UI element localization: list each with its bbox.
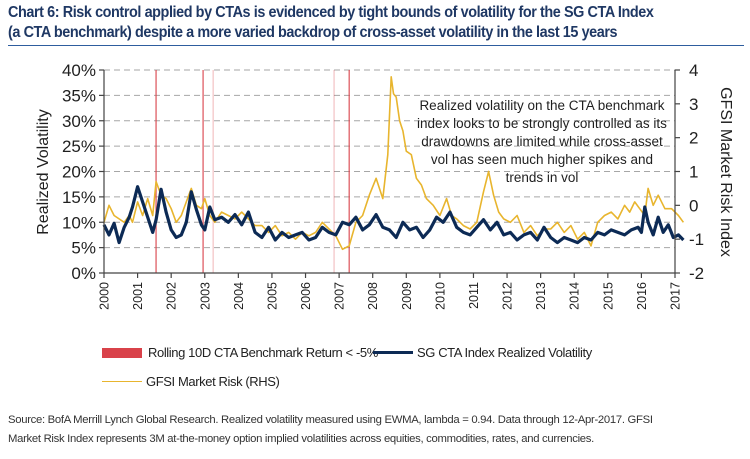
y2-tick-label: 0 xyxy=(689,196,698,215)
chart-title: Chart 6: Risk control applied by CTAs is… xyxy=(8,3,692,43)
y-tick-label: 5% xyxy=(71,239,96,258)
axes xyxy=(99,69,680,278)
legend-swatch-drawdown xyxy=(102,347,142,358)
chart-plot: 0% 5% 10% 15% 20% 25% 30% 35% 40% -2 -1 0 1 2 3 4 2000… xyxy=(35,61,734,310)
y-tick-label: 25% xyxy=(62,137,96,156)
x-tick-label: 2011 xyxy=(467,282,481,309)
legend-item-cta-vol: SG CTA Index Realized Volatility xyxy=(373,345,592,360)
source-line-1: Source: BofA Merrill Lynch Global Resear… xyxy=(8,414,653,426)
x-tick-label: 2006 xyxy=(299,282,313,310)
drawdown-event-lines xyxy=(155,70,350,273)
series-lines xyxy=(102,76,685,251)
legend-swatch-cta-vol xyxy=(373,351,413,354)
annotation-line: index looks to be strongly controlled as… xyxy=(417,116,667,131)
legend-label-gfsi: GFSI Market Risk (RHS) xyxy=(146,374,280,389)
y2-tick-label: 2 xyxy=(689,129,698,148)
gridlines xyxy=(104,69,675,249)
x-tick-label: 2008 xyxy=(366,282,380,310)
y2-tick-label: 4 xyxy=(689,61,698,80)
y-axis-ticks: 0% 5% 10% 15% 20% 25% 30% 35% 40% xyxy=(62,61,96,283)
legend-swatch-gfsi xyxy=(102,380,142,383)
y2-tick-label: 1 xyxy=(689,163,698,182)
source-line-2: Market Risk Index represents 3M at-the-m… xyxy=(8,433,594,445)
chart-title-line-1: Chart 6: Risk control applied by CTAs is… xyxy=(8,4,654,21)
y-tick-label: 10% xyxy=(62,213,96,232)
series-line-gfsi xyxy=(103,76,685,251)
annotation-line: vol has seen much higher spikes and xyxy=(431,152,653,167)
x-tick-label: 2003 xyxy=(198,282,212,310)
y2-tick-label: -1 xyxy=(689,230,704,249)
y-tick-label: 35% xyxy=(62,86,96,105)
y-axis-label: Realized Volatility xyxy=(35,109,52,234)
x-axis-ticks: 2000 2001 2002 2003 2004 2005 2006 2007 2008 2009… xyxy=(98,282,683,310)
x-tick-label: 2001 xyxy=(131,282,145,310)
legend-item-gfsi: GFSI Market Risk (RHS) xyxy=(102,374,280,389)
x-tick-label: 2009 xyxy=(400,282,414,310)
x-tick-label: 2016 xyxy=(635,282,649,310)
x-tick-label: 2000 xyxy=(98,282,112,310)
chart-title-line-2: (a CTA benchmark) despite a more varied … xyxy=(8,24,618,41)
source-note: Source: BofA Merrill Lynch Global Resear… xyxy=(8,411,748,449)
y-tick-label: 15% xyxy=(62,188,96,207)
y2-tick-label: -2 xyxy=(689,264,704,283)
chart-annotation: Realized volatility on the CTA benchmark… xyxy=(417,98,667,185)
x-tick-label: 2015 xyxy=(601,282,615,310)
x-tick-label: 2007 xyxy=(333,282,347,310)
x-tick-label: 2012 xyxy=(501,282,515,310)
y2-tick-label: 3 xyxy=(689,95,698,114)
x-tick-label: 2017 xyxy=(669,282,683,310)
x-tick-label: 2004 xyxy=(232,282,246,310)
y2-axis-label: GFSI Market Risk Index xyxy=(717,87,734,257)
annotation-line: Realized volatility on the CTA benchmark xyxy=(419,98,664,113)
y-tick-label: 0% xyxy=(71,264,96,283)
legend-item-drawdown: Rolling 10D CTA Benchmark Return < -5% xyxy=(102,345,378,360)
annotation-line: trends in vol xyxy=(506,170,579,185)
x-tick-label: 2005 xyxy=(265,282,279,310)
y2-axis-ticks: -2 -1 0 1 2 3 4 xyxy=(689,61,704,283)
x-tick-label: 2014 xyxy=(568,282,582,310)
title-divider xyxy=(8,45,744,46)
legend-label-drawdown: Rolling 10D CTA Benchmark Return < -5% xyxy=(148,345,378,360)
y-tick-label: 20% xyxy=(62,163,96,182)
x-tick-label: 2002 xyxy=(165,282,179,310)
y-tick-label: 40% xyxy=(62,61,96,80)
x-tick-label: 2010 xyxy=(433,282,447,310)
annotation-line: drawdowns are limited while cross-asset xyxy=(421,134,663,149)
legend-label-cta-vol: SG CTA Index Realized Volatility xyxy=(417,345,592,360)
series-line-cta-vol xyxy=(102,185,685,245)
y-tick-label: 30% xyxy=(62,112,96,131)
x-tick-label: 2013 xyxy=(534,282,548,310)
